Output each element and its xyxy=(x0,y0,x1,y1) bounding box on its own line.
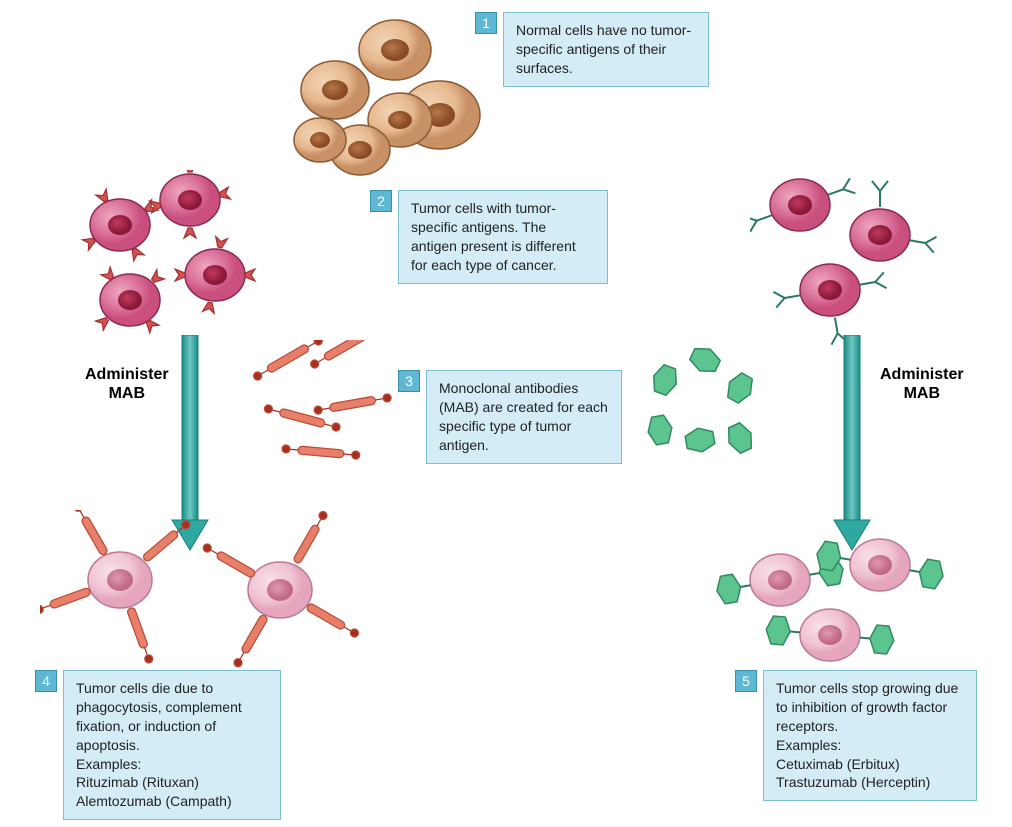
tumor-red-cell xyxy=(175,237,255,314)
callout-4-body: Tumor cells die due to phagocytosis, com… xyxy=(63,670,281,820)
callout-3-body: Monoclonal antibodies (MAB) are created … xyxy=(426,370,622,464)
bound-red-cell xyxy=(40,510,192,664)
bound-red-cell xyxy=(202,510,360,668)
bound-green-cell xyxy=(765,609,895,661)
normal-cell xyxy=(294,118,346,162)
callout-4-num: 4 xyxy=(35,670,57,692)
tumor-red-cell xyxy=(96,267,165,333)
tumor-green-group xyxy=(750,170,960,345)
tumor-red-group xyxy=(70,170,280,345)
bound-green-group xyxy=(710,530,970,680)
mab-red-antibody xyxy=(252,340,392,459)
mab-red-group xyxy=(235,340,395,480)
callout-2-body: Tumor cells with tumor-specific antigens… xyxy=(398,190,608,284)
normal-cells-group xyxy=(280,16,490,191)
callout-3: 3 Monoclonal antibodies (MAB) are create… xyxy=(398,370,622,464)
bound-red-group xyxy=(40,510,380,675)
tumor-red-cell xyxy=(150,170,231,238)
callout-2: 2 Tumor cells with tumor-specific antige… xyxy=(370,190,608,284)
normal-cell xyxy=(301,61,369,119)
tumor-green-cell xyxy=(750,178,855,231)
tumor-red-cell xyxy=(82,189,157,261)
callout-5: 5 Tumor cells stop growing due to inhibi… xyxy=(735,670,977,801)
callout-1: 1 Normal cells have no tumor-specific an… xyxy=(475,12,709,87)
normal-cell xyxy=(359,20,431,80)
callout-5-body: Tumor cells stop growing due to inhibiti… xyxy=(763,670,977,801)
callout-4: 4 Tumor cells die due to phagocytosis, c… xyxy=(35,670,281,820)
callout-5-num: 5 xyxy=(735,670,757,692)
mab-green-antibody xyxy=(646,348,758,456)
administer-mab-label-left: AdministerMAB xyxy=(85,365,169,403)
tumor-green-cell xyxy=(850,181,937,261)
tumor-green-cell xyxy=(773,264,886,345)
administer-mab-label-right: AdministerMAB xyxy=(880,365,964,403)
arrow-right xyxy=(832,335,872,555)
callout-2-num: 2 xyxy=(370,190,392,212)
mab-green-group xyxy=(640,348,780,478)
callout-3-num: 3 xyxy=(398,370,420,392)
callout-1-body: Normal cells have no tumor-specific anti… xyxy=(503,12,709,87)
